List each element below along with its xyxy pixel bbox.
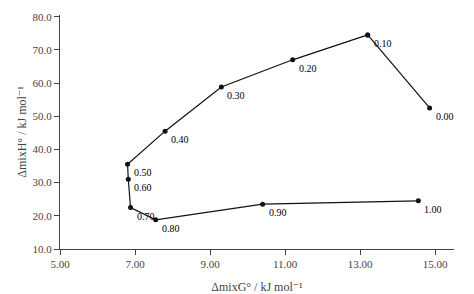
svg-text:0.60: 0.60 — [134, 182, 152, 193]
svg-text:15.00: 15.00 — [423, 258, 448, 270]
svg-text:ΔmixG° / kJ mol⁻¹: ΔmixG° / kJ mol⁻¹ — [211, 280, 303, 294]
svg-text:0.10: 0.10 — [374, 38, 392, 49]
svg-text:0.80: 0.80 — [162, 223, 180, 234]
svg-text:ΔmixH° / kJ mol⁻¹: ΔmixH° / kJ mol⁻¹ — [15, 86, 29, 178]
svg-text:0.70: 0.70 — [137, 211, 155, 222]
svg-text:7.00: 7.00 — [125, 258, 145, 270]
svg-text:30.0: 30.0 — [33, 176, 53, 188]
svg-text:0.00: 0.00 — [436, 111, 454, 122]
svg-text:0.50: 0.50 — [134, 167, 152, 178]
svg-text:80.0: 80.0 — [33, 11, 53, 23]
svg-text:11.00: 11.00 — [273, 258, 298, 270]
svg-text:50.0: 50.0 — [33, 110, 53, 122]
svg-text:70.0: 70.0 — [33, 44, 53, 56]
svg-text:13.00: 13.00 — [348, 258, 373, 270]
svg-text:5.00: 5.00 — [50, 258, 70, 270]
svg-text:10.0: 10.0 — [33, 243, 53, 255]
svg-text:0.40: 0.40 — [171, 134, 189, 145]
svg-text:20.0: 20.0 — [33, 210, 53, 222]
svg-text:0.20: 0.20 — [299, 63, 317, 74]
svg-text:60.0: 60.0 — [33, 77, 53, 89]
svg-text:0.30: 0.30 — [227, 90, 245, 101]
svg-text:40.0: 40.0 — [33, 143, 53, 155]
svg-text:1.00: 1.00 — [424, 204, 442, 215]
svg-text:9.00: 9.00 — [200, 258, 220, 270]
svg-text:0.90: 0.90 — [269, 207, 287, 218]
